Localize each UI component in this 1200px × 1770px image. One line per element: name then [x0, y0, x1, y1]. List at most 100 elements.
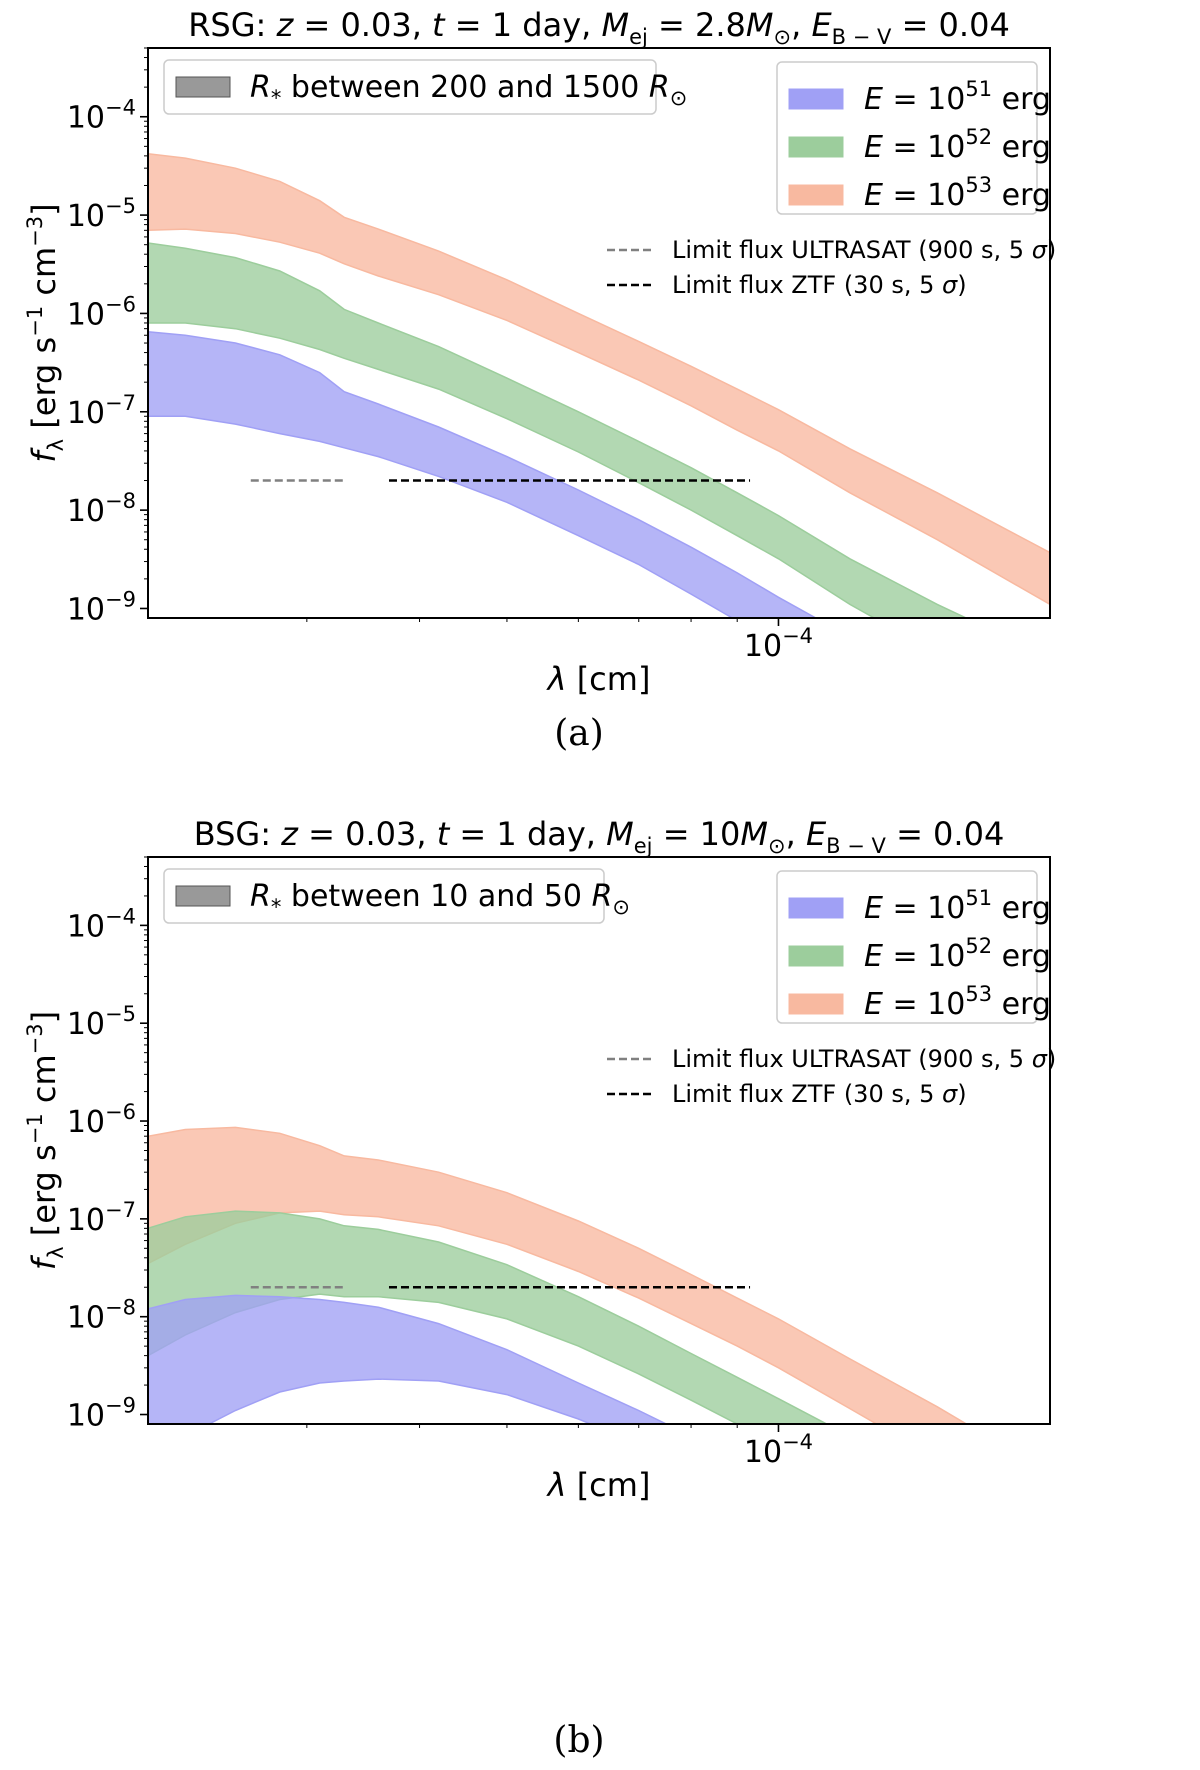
text-part: E [864, 130, 883, 165]
legend-label-e51: E = 1051​ erg [864, 77, 1051, 117]
superscript: 51 [965, 886, 992, 910]
text-part: R [250, 70, 271, 105]
y-axis-label: fλ​ [erg s−1​ cm−3​] [23, 1011, 68, 1270]
text-part: E [864, 178, 883, 213]
legend-label-e52: E = 1052​ erg [864, 934, 1051, 974]
chart-panel-b: 10−4​ 10−5​ 10−6​ 10−7​ 10−8​ 10−9​ 10−4​ BSG: … [23, 815, 1056, 1504]
superscript: −6 [105, 292, 136, 316]
superscript: −9 [105, 587, 136, 611]
legend-swatch-e52 [788, 945, 844, 967]
y-tick-label: 10−5​ [67, 1002, 136, 1042]
legend-label-e52: E = 1052​ erg [864, 125, 1051, 165]
legend-swatch-e53 [788, 184, 844, 206]
text-part: between 10 and 50 [281, 879, 591, 914]
text-part: R [250, 879, 271, 914]
y-tick-label: 10−7​ [67, 391, 136, 431]
chart-title: BSG: z = 0.03, t = 1 day, Mej​ = 10M⊙​, … [194, 815, 1005, 858]
superscript: 52 [965, 125, 992, 149]
y-tick-label: 10−9​ [67, 1394, 136, 1434]
plot-area [148, 1126, 968, 1424]
subscript: λ [44, 1246, 68, 1258]
superscript: −1 [23, 306, 47, 337]
subscript: B − V [826, 834, 886, 858]
y-tick-label: 10−4​ [67, 904, 136, 944]
legend-label-e53: E = 1053​ erg [864, 982, 1051, 1022]
text-part: R [592, 879, 613, 914]
superscript: −3 [23, 1023, 47, 1054]
band-e51 [148, 331, 818, 618]
band-e53 [148, 153, 1050, 606]
superscript: −6 [105, 1100, 136, 1124]
text-part: Limit flux ULTRASAT (900 s, 5 [672, 236, 1032, 264]
text-part: t [437, 815, 451, 853]
superscript: −8 [105, 1296, 136, 1320]
text-part: = 10 [883, 891, 965, 926]
x-tick-label: 10−4​ [744, 1430, 813, 1470]
superscript: −8 [105, 489, 136, 513]
y-tick-label: 10−5​ [67, 194, 136, 234]
text-part: 10 [67, 199, 105, 234]
text-part: ) [1047, 1045, 1056, 1073]
text-part: erg [992, 939, 1051, 974]
band-e52 [148, 242, 968, 618]
text-part: [cm] [567, 660, 651, 698]
legend-swatch-e53 [788, 993, 844, 1015]
text-part: = 1 day, [449, 815, 606, 853]
superscript: −9 [105, 1394, 136, 1418]
x-tick-label: 10−4​ [744, 624, 813, 664]
text-part: E [811, 6, 832, 44]
superscript: −5 [105, 1002, 136, 1026]
text-part: 10 [67, 1203, 105, 1238]
superscript: −4 [105, 96, 136, 120]
text-part: = 0.04 [886, 815, 1004, 853]
text-part: Limit flux ZTF (30 s, 5 [672, 1080, 942, 1108]
superscript: −4 [782, 1430, 813, 1454]
text-part: = 10 [653, 815, 741, 853]
text-part: 10 [67, 494, 105, 529]
text-part: E [864, 891, 883, 926]
text-part: σ [942, 1080, 958, 1108]
text-part: 10 [67, 1007, 105, 1042]
text-part: = 1 day, [445, 6, 602, 44]
text-part: σ [1032, 236, 1048, 264]
legend-limit-label: Limit flux ZTF (30 s, 5 σ) [672, 271, 967, 299]
text-part: M [601, 6, 629, 44]
text-part: = 0.03, [293, 6, 432, 44]
text-part: 10 [67, 1399, 105, 1434]
text-part: Limit flux ULTRASAT (900 s, 5 [672, 1045, 1032, 1073]
superscript: 53 [965, 173, 992, 197]
subscript: * [271, 86, 282, 110]
text-part: z [280, 815, 299, 853]
legend-radius-swatch [175, 885, 231, 907]
y-tick-label: 10−6​ [67, 292, 136, 332]
text-part: σ [1032, 1045, 1048, 1073]
text-part: σ [942, 271, 958, 299]
text-part: 10 [67, 396, 105, 431]
text-part: erg [992, 178, 1051, 213]
text-part: = 10 [883, 82, 965, 117]
text-part: [erg s [25, 337, 63, 439]
subscript: ej [629, 25, 648, 49]
legend-radius-box [163, 59, 657, 115]
text-part: [erg s [25, 1144, 63, 1246]
superscript: −4 [782, 624, 813, 648]
y-tick-label: 10−9​ [67, 587, 136, 627]
legend-radius-label: R*​ between 10 and 50 R⊙​ [250, 879, 630, 919]
superscript: −5 [105, 194, 136, 218]
text-part: 10 [67, 592, 105, 627]
text-part: 10 [67, 297, 105, 332]
superscript: −7 [105, 391, 136, 415]
y-tick-label: 10−8​ [67, 1296, 136, 1336]
text-part: 10 [67, 1105, 105, 1140]
plot-area [148, 153, 1050, 618]
text-part: ) [1047, 236, 1056, 264]
chart-panel-a: 10−4​ 10−5​ 10−6​ 10−7​ 10−8​ 10−9​ 10−4​ RSG: … [23, 6, 1056, 698]
legend-limit-label: Limit flux ZTF (30 s, 5 σ) [672, 1080, 967, 1108]
text-part: erg [992, 130, 1051, 165]
text-part: 10 [67, 1301, 105, 1336]
axes-frame [147, 856, 1051, 1425]
subscript: ⊙ [670, 86, 688, 110]
subscript: ⊙ [774, 25, 792, 49]
legend-limit-label: Limit flux ULTRASAT (900 s, 5 σ) [672, 236, 1056, 264]
text-part: λ [546, 660, 567, 698]
